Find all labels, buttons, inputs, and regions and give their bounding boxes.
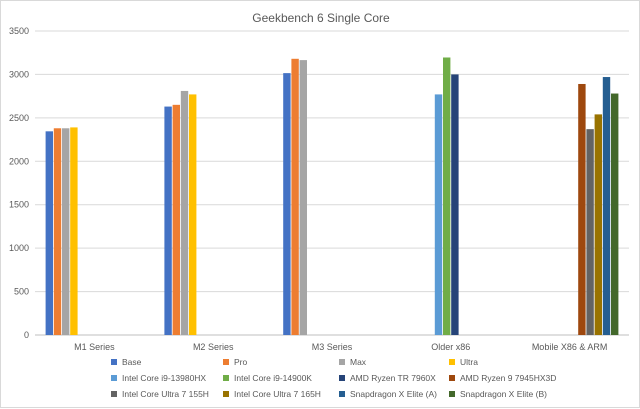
legend-swatch (339, 375, 345, 381)
bar (189, 94, 197, 335)
legend-item: AMD Ryzen TR 7960X (339, 373, 436, 383)
legend-swatch (111, 391, 117, 397)
legend-label: Snapdragon X Elite (A) (350, 389, 437, 399)
legend-swatch (339, 359, 345, 365)
legend-swatch (339, 391, 345, 397)
legend-label: Ultra (460, 357, 478, 367)
legend-swatch (111, 375, 117, 381)
bar (451, 74, 459, 335)
bar (586, 129, 594, 335)
legend-item: Pro (223, 357, 247, 367)
legend-item: Snapdragon X Elite (A) (339, 389, 437, 399)
y-tick-label: 2500 (9, 113, 29, 123)
y-tick-label: 500 (14, 287, 29, 297)
y-tick-label: 1000 (9, 243, 29, 253)
y-tick-label: 0 (24, 330, 29, 340)
legend-swatch (223, 359, 229, 365)
legend-label: Intel Core i9-13980HX (122, 373, 207, 383)
legend-item: Snapdragon X Elite (B) (449, 389, 547, 399)
bar (53, 128, 62, 335)
bar (164, 106, 172, 336)
legend-label: Snapdragon X Elite (B) (460, 389, 547, 399)
y-tick-label: 3500 (9, 26, 29, 36)
bar (62, 128, 70, 335)
legend-label: Intel Core Ultra 7 165H (234, 389, 321, 399)
legend-item: Base (111, 357, 141, 367)
legend-label: Intel Core i9-14900K (234, 373, 312, 383)
y-tick-label: 1500 (9, 200, 29, 210)
chart-title: Geekbench 6 Single Core (252, 11, 390, 25)
legend-item: Intel Core Ultra 7 155H (111, 389, 209, 399)
x-tick-label: Mobile X86 & ARM (532, 342, 608, 352)
legend-label: Intel Core Ultra 7 155H (122, 389, 209, 399)
legend-item: Intel Core Ultra 7 165H (223, 389, 321, 399)
legend-item: AMD Ryzen 9 7945HX3D (449, 373, 556, 383)
bar (45, 131, 53, 335)
bar (594, 114, 602, 335)
y-tick-label: 2000 (9, 156, 29, 166)
legend-swatch (449, 391, 455, 397)
x-tick-label: M3 Series (312, 342, 353, 352)
bar (602, 77, 611, 335)
legend-label: Base (122, 357, 142, 367)
legend-item: Intel Core i9-13980HX (111, 373, 206, 383)
bar (291, 58, 299, 336)
legend-swatch (223, 391, 229, 397)
legend-label: AMD Ryzen 9 7945HX3D (460, 373, 557, 383)
legend-item: Max (339, 357, 366, 367)
bar (299, 60, 307, 336)
legend-item: Ultra (449, 357, 478, 367)
legend-label: Pro (234, 357, 248, 367)
bar (434, 94, 443, 335)
legend-label: AMD Ryzen TR 7960X (350, 373, 436, 383)
x-tick-label: Older x86 (431, 342, 470, 352)
bar (172, 104, 180, 335)
legend-swatch (223, 375, 229, 381)
legend-label: Max (350, 357, 367, 367)
legend-swatch (111, 359, 117, 365)
legend-swatch (449, 359, 455, 365)
x-tick-label: M2 Series (193, 342, 234, 352)
legend-item: Intel Core i9-14900K (223, 373, 312, 383)
x-tick-label: M1 Series (74, 342, 115, 352)
bar (70, 127, 78, 335)
legend-swatch (449, 375, 455, 381)
bar (578, 83, 586, 336)
bar (180, 90, 189, 335)
bar (443, 57, 451, 336)
bar (283, 73, 291, 335)
bar (611, 93, 619, 335)
y-tick-label: 3000 (9, 69, 29, 79)
